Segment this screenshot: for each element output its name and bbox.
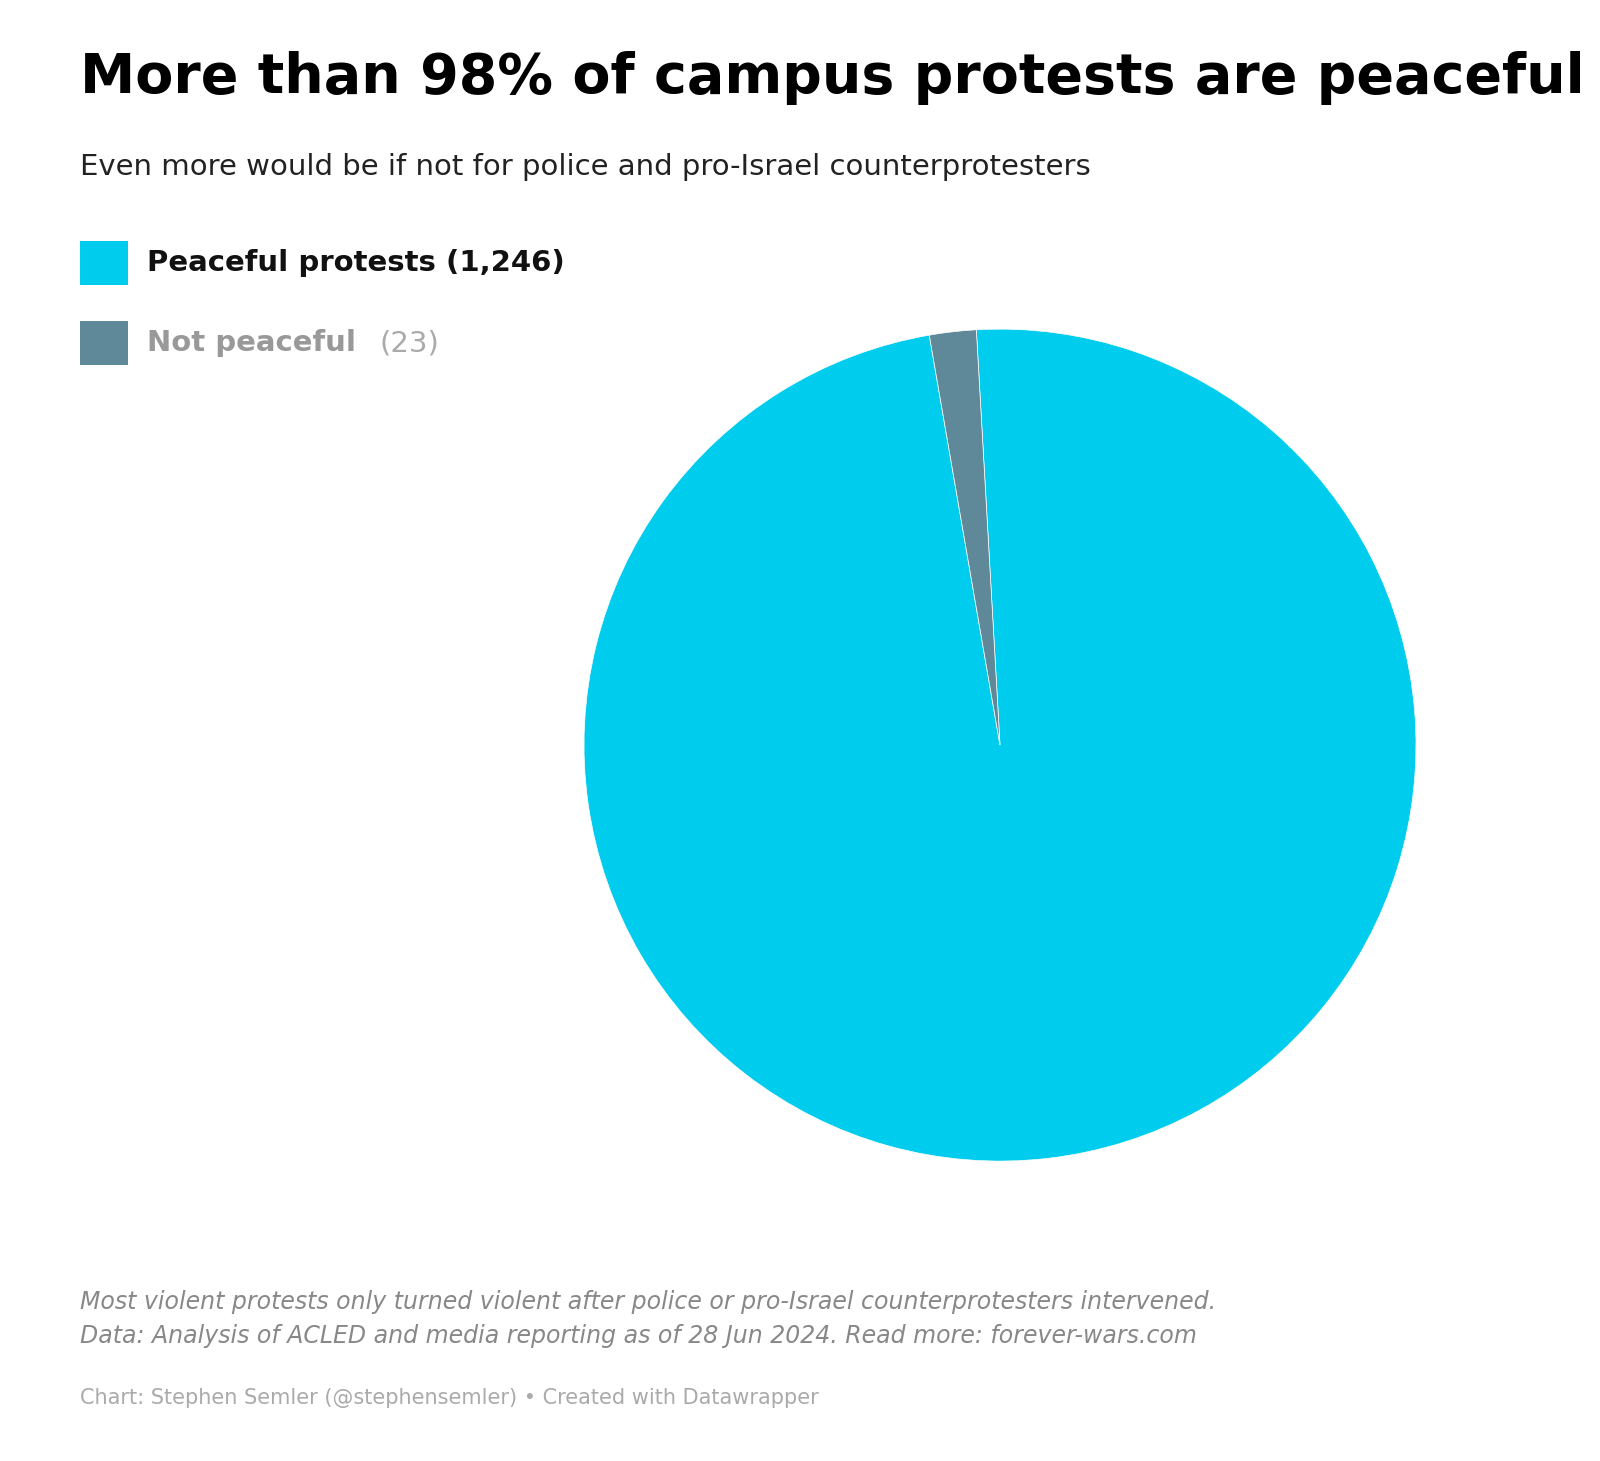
Text: Chart: Stephen Semler (@stephensemler) • Created with Datawrapper: Chart: Stephen Semler (@stephensemler) •… [80,1388,819,1408]
Wedge shape [930,330,1000,745]
Text: Most violent protests only turned violent after police or pro-Israel counterprot: Most violent protests only turned violen… [80,1290,1216,1347]
Text: (23): (23) [379,329,438,358]
Text: Peaceful protests (1,246): Peaceful protests (1,246) [147,248,565,278]
Wedge shape [584,329,1416,1161]
Text: Not peaceful: Not peaceful [147,329,366,358]
Text: More than 98% of campus protests are peaceful: More than 98% of campus protests are pea… [80,51,1584,105]
Text: Even more would be if not for police and pro-Israel counterprotesters: Even more would be if not for police and… [80,153,1091,181]
